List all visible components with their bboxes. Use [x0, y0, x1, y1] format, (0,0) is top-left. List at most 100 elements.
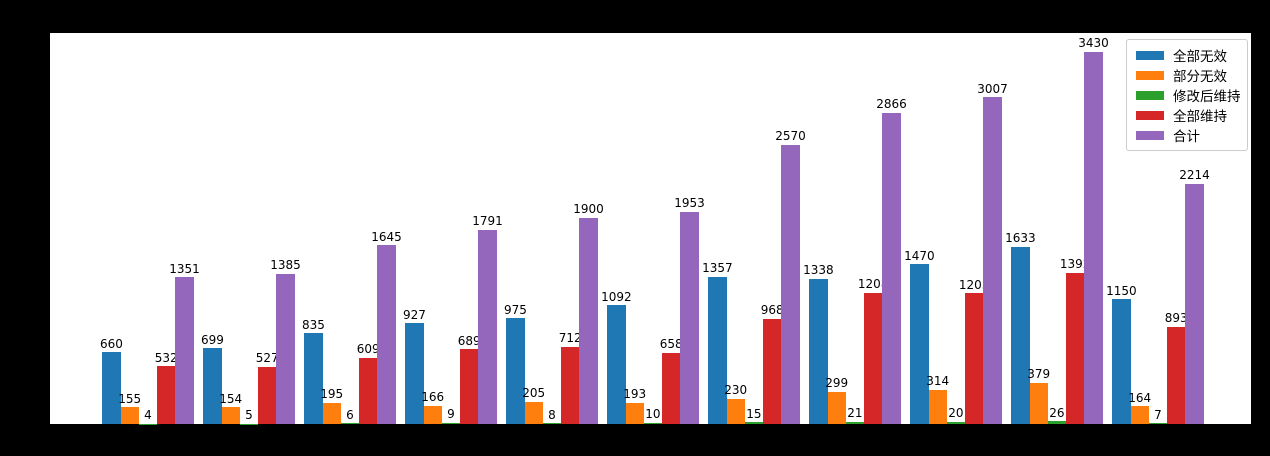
- bar-value-label: 1351: [169, 261, 200, 276]
- bar-value-label: 1470: [904, 248, 935, 263]
- bar-value-label: 975: [503, 302, 527, 317]
- bar: [763, 318, 782, 424]
- bar-value-label: 527: [255, 351, 279, 366]
- bar: [1130, 406, 1149, 424]
- bar-value-label: 893: [1164, 311, 1188, 326]
- legend-swatch-orange: [1136, 70, 1164, 80]
- bar-value-label: 9: [447, 407, 455, 422]
- bar: [662, 352, 681, 424]
- bar-value-label: 155: [118, 391, 142, 406]
- bar: [258, 366, 277, 424]
- bar-value-label: 166: [421, 390, 445, 405]
- legend-swatch-blue: [1136, 50, 1164, 60]
- bar: [322, 402, 341, 424]
- plot-area: 660 699 835 927 975 1092 1357 1338 1470 1633 1150 1…: [49, 32, 1252, 425]
- bar: [809, 278, 828, 424]
- legend-item: 合计: [1136, 125, 1241, 145]
- legend-item: 全部维持: [1136, 105, 1241, 125]
- bar: [1112, 299, 1131, 424]
- bar-value-label: 1203: [958, 277, 990, 292]
- bar: [561, 346, 580, 424]
- legend-label: 合计: [1173, 129, 1200, 145]
- bar: [726, 399, 745, 424]
- legend-swatch-green: [1136, 90, 1164, 100]
- bar: [1167, 327, 1186, 424]
- bar-value-label: 205: [522, 386, 546, 401]
- bar: [102, 352, 121, 424]
- bar: [203, 348, 222, 424]
- bar-value-label: 2570: [775, 129, 806, 144]
- bar-value-label: 658: [659, 336, 683, 351]
- bar: [460, 349, 479, 424]
- bar-value-label: 10: [645, 407, 661, 422]
- bar: [1029, 382, 1048, 424]
- bar: [1066, 272, 1085, 424]
- bar: [965, 293, 984, 424]
- bar-value-label: 532: [154, 350, 178, 365]
- bar-value-label: 314: [926, 374, 950, 389]
- bar-value-label: 1392: [1059, 257, 1091, 272]
- bar-value-label: 1150: [1106, 283, 1137, 298]
- bar-value-label: 3007: [977, 81, 1008, 96]
- bar-value-label: 699: [200, 332, 224, 347]
- bar: [157, 366, 176, 424]
- bar-value-label: 164: [1128, 390, 1152, 405]
- bar: [239, 423, 259, 424]
- bar: [1011, 246, 1030, 424]
- bar-value-label: 712: [558, 331, 582, 346]
- bar: [377, 245, 396, 424]
- bar: [910, 264, 929, 424]
- bar-value-label: 193: [623, 387, 647, 402]
- bar-value-label: 230: [724, 383, 748, 398]
- bar: [882, 112, 901, 424]
- bar-value-label: 379: [1027, 367, 1051, 382]
- legend-item: 部分无效: [1136, 65, 1241, 85]
- legend-label: 部分无效: [1173, 69, 1227, 85]
- bar-value-label: 835: [301, 317, 325, 332]
- bar-value-label: 1900: [573, 202, 604, 217]
- bar-value-label: 1208: [857, 277, 889, 292]
- bar-value-label: 15: [746, 406, 762, 421]
- bar: [120, 407, 139, 424]
- bar: [506, 318, 525, 424]
- legend: 全部无效 部分无效 修改后维持 全部维持 合计: [1126, 39, 1248, 151]
- bar: [175, 277, 194, 424]
- bar-value-label: 609: [356, 342, 380, 357]
- bar: [845, 421, 865, 424]
- bar-value-label: 968: [760, 303, 784, 318]
- legend-label: 修改后维持: [1173, 89, 1241, 105]
- bar-value-label: 1633: [1005, 231, 1036, 246]
- bar: [607, 305, 626, 424]
- bar-value-label: 2866: [876, 97, 907, 112]
- legend-label: 全部无效: [1173, 49, 1227, 65]
- bar: [708, 276, 727, 424]
- bar: [276, 273, 295, 424]
- bar: [625, 403, 644, 424]
- bar-value-label: 927: [402, 307, 426, 322]
- bar: [524, 401, 543, 424]
- bar-value-label: 1953: [674, 196, 705, 211]
- bar-value-label: 4: [144, 408, 152, 423]
- bar-value-label: 1385: [270, 258, 301, 273]
- bar-value-label: 1092: [601, 289, 632, 304]
- bar-value-label: 26: [1049, 405, 1065, 420]
- legend-swatch-purple: [1136, 130, 1164, 140]
- bars-layer: 660 699 835 927 975 1092 1357 1338 1470 1633 1150 1…: [50, 33, 1251, 424]
- bar-value-label: 1357: [702, 261, 733, 276]
- bar-value-label: 2214: [1179, 167, 1210, 182]
- bar-value-label: 6: [346, 407, 354, 422]
- bar-value-label: 1645: [371, 229, 402, 244]
- bar-value-label: 5: [245, 407, 253, 422]
- bar: [1047, 421, 1067, 424]
- bar: [781, 144, 800, 424]
- bar: [359, 357, 378, 424]
- bar-value-label: 299: [825, 375, 849, 390]
- bar-value-label: 21: [847, 406, 863, 421]
- bar: [643, 422, 663, 424]
- bar-value-label: 20: [948, 406, 964, 421]
- bar-value-label: 1791: [472, 213, 503, 228]
- bar-value-label: 689: [457, 333, 481, 348]
- bar-value-label: 1338: [803, 263, 834, 278]
- bar: [542, 423, 562, 424]
